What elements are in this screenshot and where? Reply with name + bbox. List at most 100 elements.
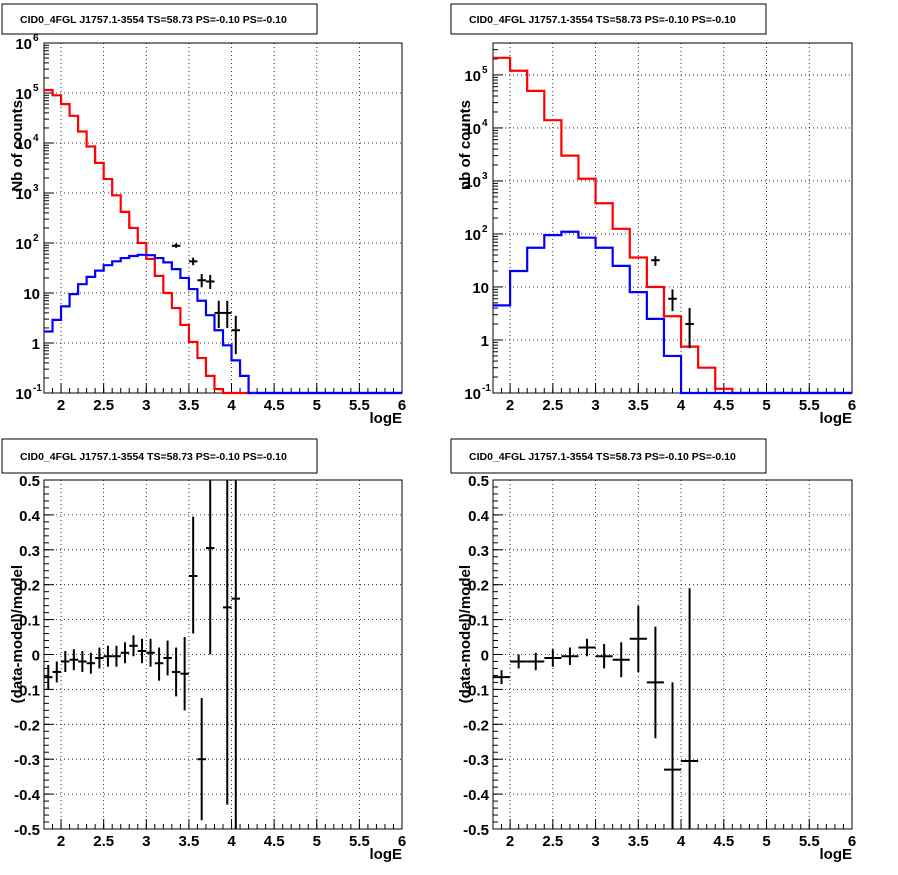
data-point bbox=[214, 300, 223, 328]
data-point bbox=[663, 682, 682, 829]
y-tick-label: -0.5 bbox=[463, 822, 489, 839]
x-tick-label: 4 bbox=[677, 397, 686, 414]
y-tick-exponent: 4 bbox=[33, 133, 39, 144]
y-tick-mantissa: 10 bbox=[464, 227, 481, 244]
y-tick-label: -0.2 bbox=[14, 717, 40, 734]
y-tick-exponent: 3 bbox=[482, 171, 488, 182]
chart-title: CID0_4FGL J1757.1-3554 TS=58.73 PS=-0.10… bbox=[469, 14, 736, 26]
y-tick-label: -0.2 bbox=[463, 717, 489, 734]
x-tick-label: 2.5 bbox=[93, 397, 114, 414]
data-point bbox=[223, 300, 232, 328]
y-tick-mantissa: 10 bbox=[472, 280, 489, 297]
x-tick-label: 3.5 bbox=[628, 397, 649, 414]
y-tick-label: 0.1 bbox=[468, 613, 489, 630]
data-point bbox=[493, 670, 511, 685]
data-point bbox=[197, 698, 206, 821]
y-tick-label: 10 bbox=[464, 121, 481, 138]
data-point bbox=[223, 480, 232, 805]
y-tick-exponent: 2 bbox=[33, 233, 39, 244]
x-tick-label: 4 bbox=[677, 833, 686, 850]
data-point bbox=[163, 640, 172, 676]
y-tick-label: 10 bbox=[464, 386, 481, 403]
x-tick-label: 3 bbox=[591, 397, 599, 414]
y-tick-label: 10 bbox=[15, 136, 32, 153]
x-tick-label: 2.5 bbox=[542, 397, 563, 414]
data-point bbox=[103, 645, 113, 667]
x-tick-label: 2.5 bbox=[93, 833, 114, 850]
y-tick-label: 1 bbox=[481, 333, 489, 350]
data-point bbox=[52, 661, 62, 683]
y-tick-label: -0.4 bbox=[463, 787, 490, 804]
x-tick-label: 2 bbox=[506, 397, 514, 414]
y-tick-mantissa: 10 bbox=[15, 36, 32, 53]
data-point bbox=[544, 649, 562, 667]
x-tick-label: 6 bbox=[398, 833, 406, 850]
data-point bbox=[188, 257, 198, 266]
y-axis-label: nb of counts bbox=[457, 100, 474, 190]
data-point bbox=[510, 654, 528, 669]
x-tick-label: 5.5 bbox=[349, 397, 370, 414]
y-tick-mantissa: 10 bbox=[15, 386, 32, 403]
title-box bbox=[1, 438, 318, 474]
y-tick-label: -0.4 bbox=[14, 787, 41, 804]
data-point bbox=[651, 256, 660, 266]
data-point bbox=[612, 642, 630, 678]
y-tick-label: 10 bbox=[15, 236, 32, 253]
plot-frame bbox=[492, 42, 853, 394]
model-source-histogram bbox=[493, 230, 852, 395]
x-tick-label: 3 bbox=[142, 833, 150, 850]
x-axis-label: logE bbox=[370, 846, 403, 863]
data-point bbox=[205, 274, 215, 290]
y-tick-mantissa: 10 bbox=[23, 286, 40, 303]
data-point bbox=[180, 637, 189, 711]
y-axis-label: (data-model)/model bbox=[457, 565, 474, 703]
x-tick-label: 4.5 bbox=[264, 833, 285, 850]
x-tick-label: 2.5 bbox=[542, 833, 563, 850]
title-box bbox=[450, 438, 767, 474]
data-point bbox=[95, 647, 104, 669]
data-point bbox=[120, 642, 130, 664]
x-tick-label: 3.5 bbox=[178, 397, 199, 414]
x-tick-label: 6 bbox=[848, 833, 856, 850]
data-point bbox=[197, 273, 206, 288]
x-axis-label: logE bbox=[820, 846, 853, 863]
y-tick-mantissa: 10 bbox=[15, 136, 32, 153]
data-point bbox=[112, 645, 121, 667]
y-tick-label: -0.3 bbox=[463, 752, 489, 769]
y-tick-label: 10 bbox=[464, 227, 481, 244]
x-tick-label: 4 bbox=[227, 833, 236, 850]
data-point bbox=[69, 649, 79, 671]
x-tick-label: 5.5 bbox=[799, 397, 820, 414]
y-tick-mantissa: 10 bbox=[15, 186, 32, 203]
y-axis-label: Nb of counts bbox=[9, 100, 26, 192]
data-point bbox=[61, 651, 70, 672]
y-tick-label: -0.1 bbox=[463, 682, 489, 699]
x-tick-label: 5.5 bbox=[799, 833, 820, 850]
x-tick-label: 5 bbox=[313, 833, 321, 850]
y-tick-exponent: 3 bbox=[33, 183, 39, 194]
x-tick-label: 2 bbox=[506, 833, 514, 850]
x-tick-label: 6 bbox=[398, 397, 406, 414]
chart-title: CID0_4FGL J1757.1-3554 TS=58.73 PS=-0.10… bbox=[20, 14, 287, 26]
y-tick-label: -0.5 bbox=[14, 822, 40, 839]
data-point bbox=[231, 480, 241, 829]
x-tick-label: 4 bbox=[227, 397, 236, 414]
x-tick-label: 5 bbox=[313, 397, 321, 414]
data-point bbox=[86, 652, 96, 674]
data-point bbox=[154, 647, 164, 681]
y-tick-label: 10 bbox=[464, 68, 481, 85]
y-tick-label: 0.5 bbox=[19, 473, 40, 490]
y-tick-mantissa: 10 bbox=[464, 386, 481, 403]
data-point bbox=[129, 635, 138, 657]
y-tick-label: 0 bbox=[32, 648, 40, 665]
y-tick-label: -0.1 bbox=[14, 682, 40, 699]
y-tick-exponent: -1 bbox=[482, 383, 491, 394]
y-tick-label: 10 bbox=[464, 174, 481, 191]
y-tick-mantissa: 10 bbox=[15, 236, 32, 253]
data-point bbox=[146, 638, 155, 667]
y-tick-label: 10 bbox=[15, 186, 32, 203]
